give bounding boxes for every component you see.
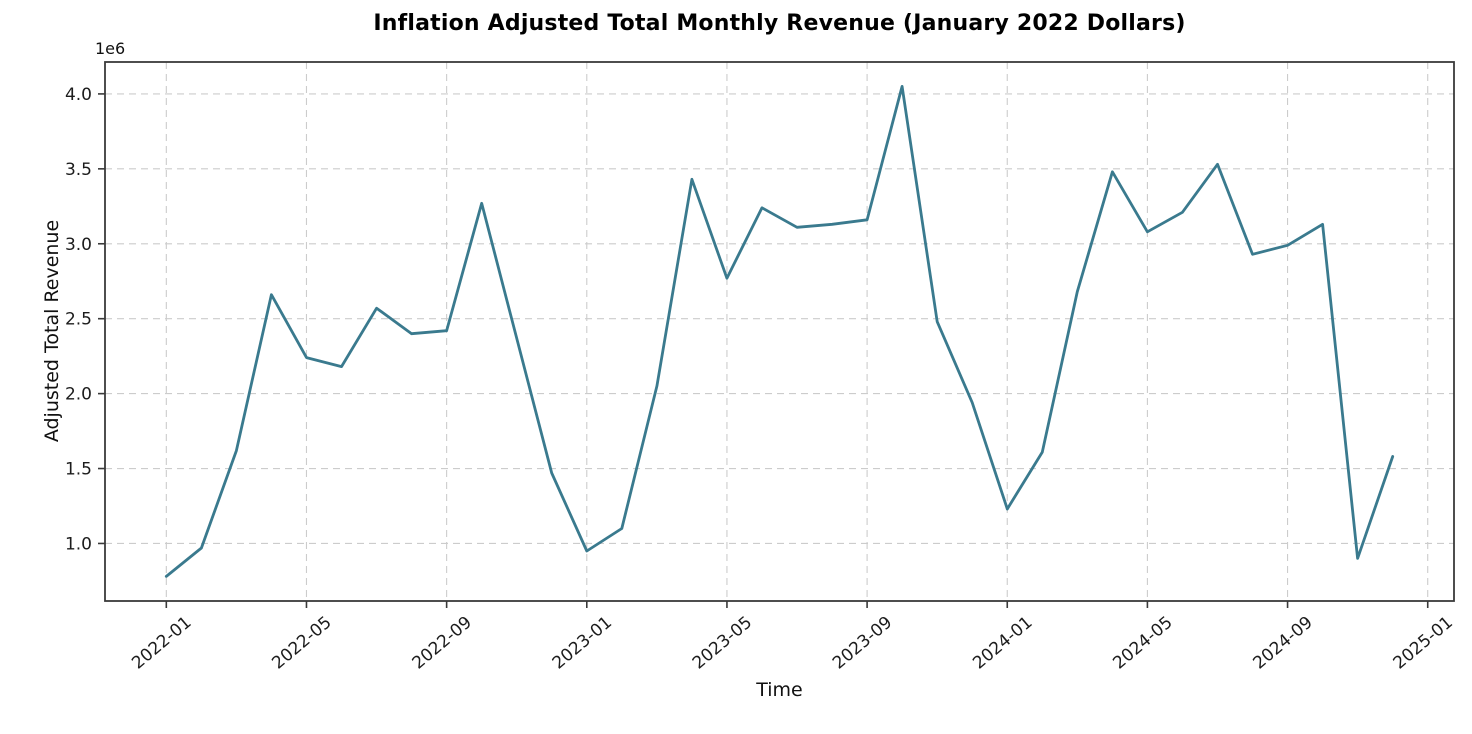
- x-tick-label: 2024-09: [1250, 613, 1317, 674]
- x-tick-label: 2023-05: [689, 613, 756, 674]
- x-tick-label: 2023-01: [549, 613, 616, 674]
- revenue-line: [164, 85, 1395, 578]
- x-axis-label: Time: [756, 679, 803, 701]
- plot-border: [104, 61, 1455, 602]
- x-tick-label: 2022-01: [128, 613, 195, 674]
- x-tick-label: 2022-05: [268, 613, 335, 674]
- y-tick-label: 3.0: [65, 235, 92, 255]
- chart-title: Inflation Adjusted Total Monthly Revenue…: [373, 11, 1186, 36]
- x-tick-label: 2022-09: [409, 613, 476, 674]
- x-tick-label: 2023-09: [829, 613, 896, 674]
- y-tick-label: 1.5: [65, 460, 92, 480]
- y-tick-label: 4.0: [65, 85, 92, 105]
- y-tick-label: 2.0: [65, 385, 92, 405]
- y-tick-label: 3.5: [65, 160, 92, 180]
- y-axis-offset-label: 1e6: [95, 39, 126, 58]
- x-tick-label: 2024-01: [969, 613, 1036, 674]
- y-tick-label: 2.5: [65, 310, 92, 330]
- x-tick-label: 2024-05: [1109, 613, 1176, 674]
- x-tick-label: 2025-01: [1390, 613, 1457, 674]
- gridlines: [105, 62, 1454, 601]
- y-tick-label: 1.0: [65, 534, 92, 554]
- tick-marks: [98, 93, 1429, 608]
